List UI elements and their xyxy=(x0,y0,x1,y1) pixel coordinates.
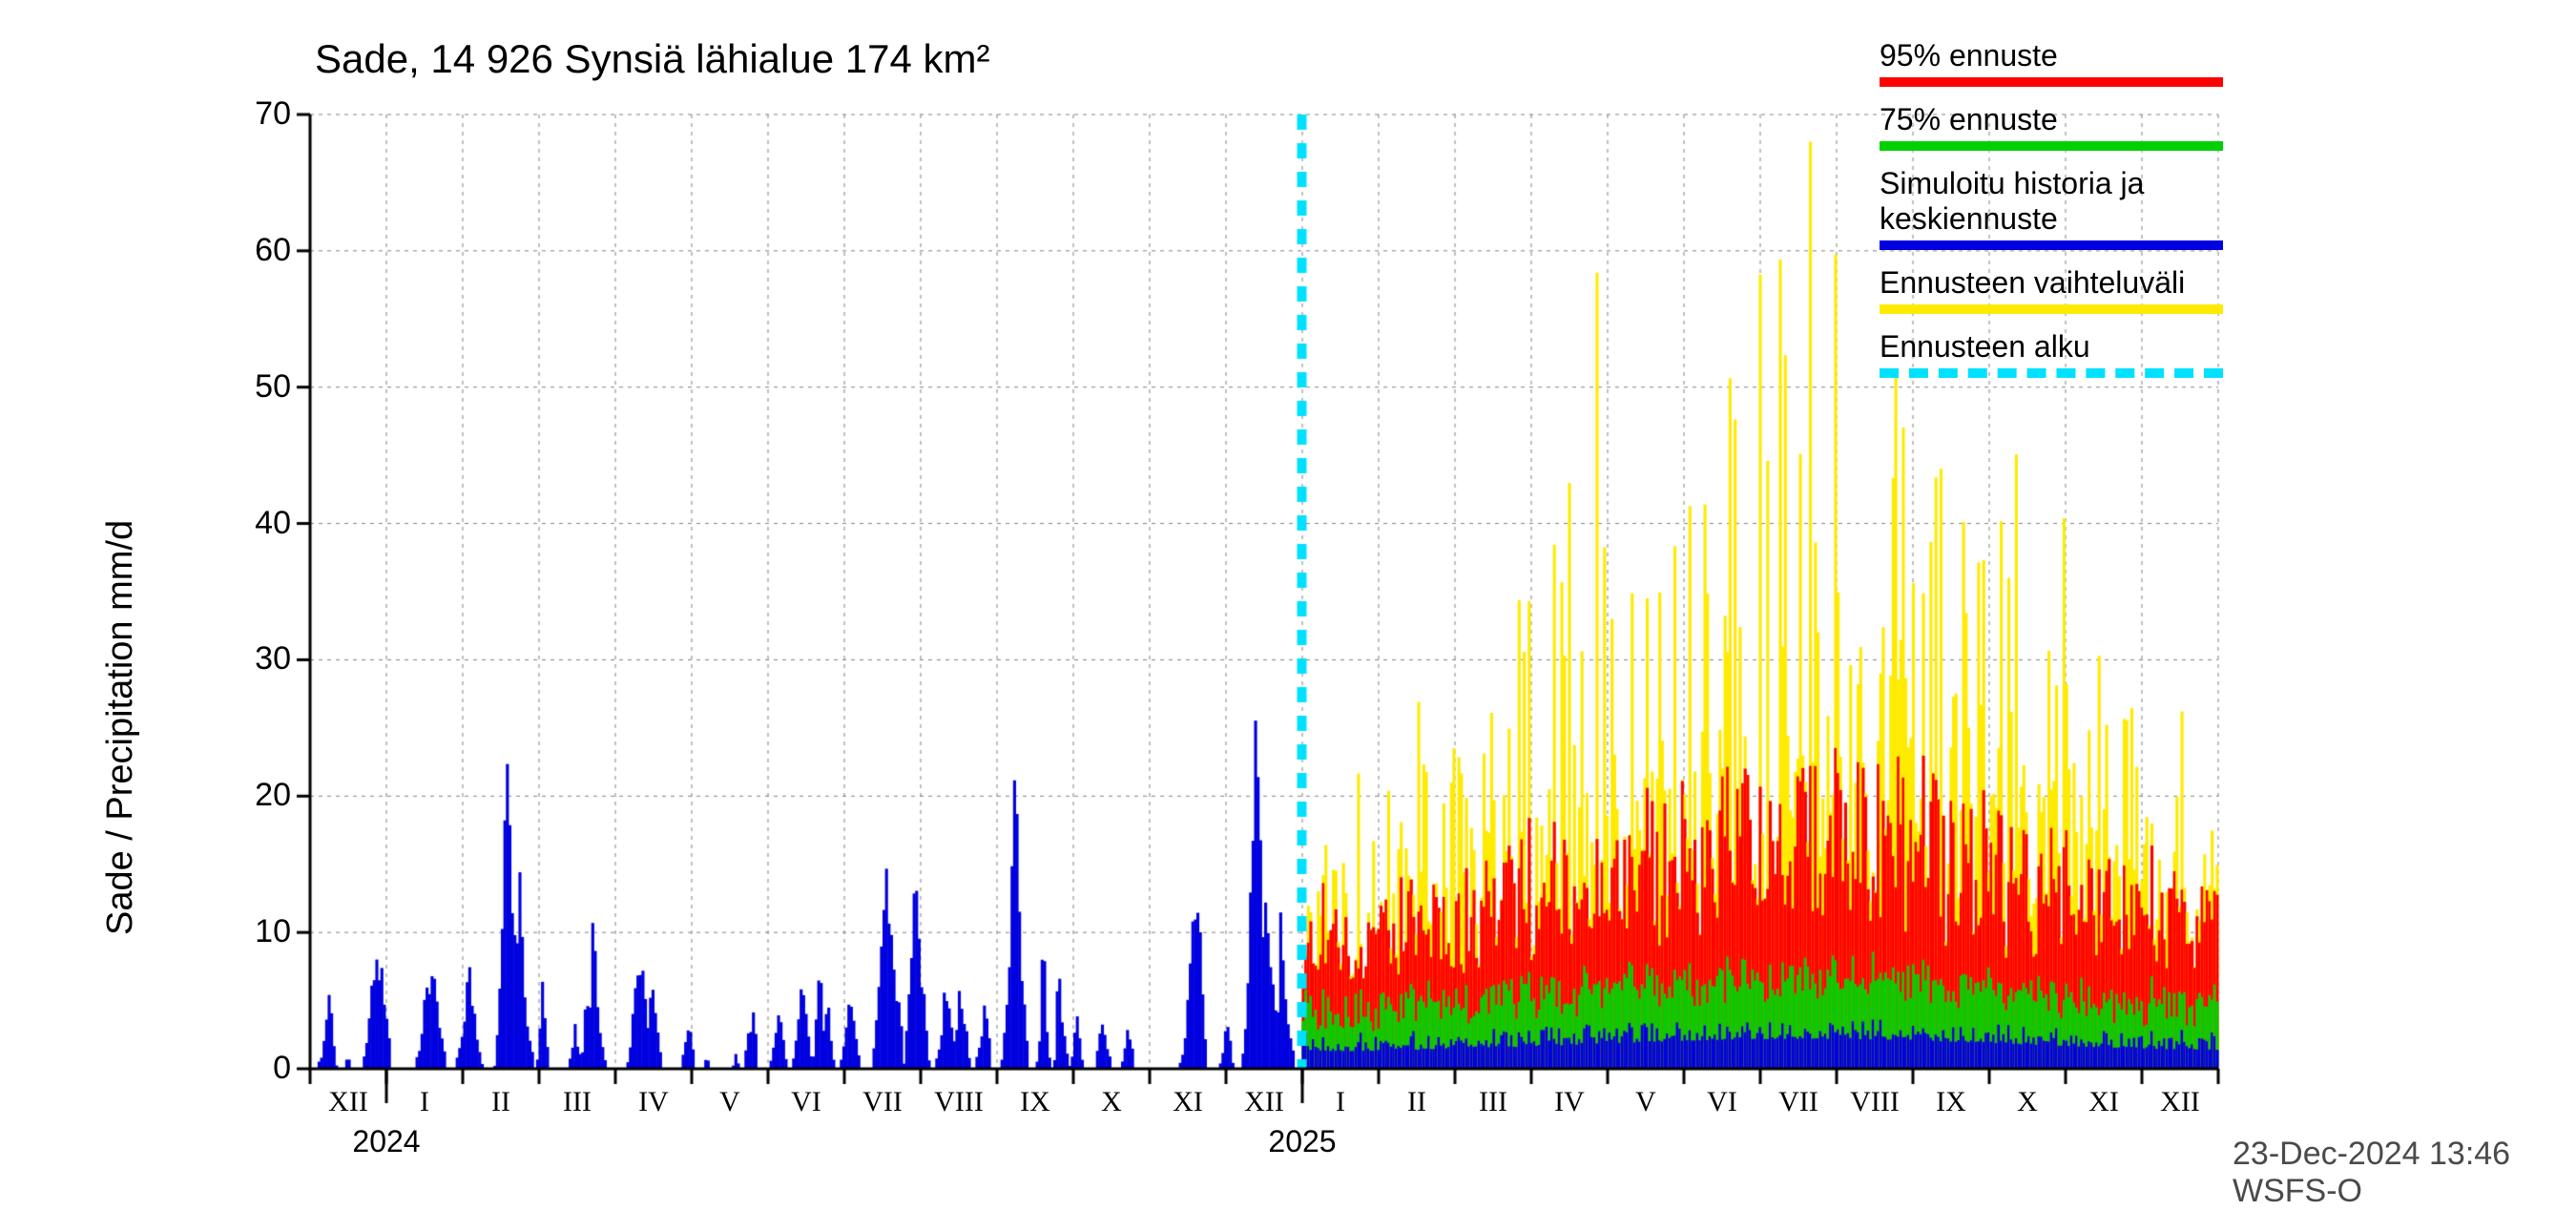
legend-swatch xyxy=(1880,77,2223,87)
timestamp-watermark: 23-Dec-2024 13:46 WSFS-O xyxy=(2233,1136,2576,1210)
x-tick-month: VI xyxy=(791,1086,821,1118)
y-tick: 40 xyxy=(243,505,291,542)
legend-label: Simuloitu historia jakeskiennuste xyxy=(1880,166,2223,237)
y-tick: 60 xyxy=(243,232,291,269)
x-tick-month: II xyxy=(491,1086,510,1118)
x-tick-month: I xyxy=(1336,1086,1345,1118)
x-tick-month: IX xyxy=(1020,1086,1050,1118)
y-tick: 10 xyxy=(243,913,291,950)
x-tick-month: XII xyxy=(328,1086,368,1118)
x-tick-month: XI xyxy=(2088,1086,2119,1118)
chart-container: Sade, 14 926 Synsiä lähialue 174 km² Sad… xyxy=(0,0,2576,1145)
x-tick-year: 2024 xyxy=(352,1124,420,1159)
x-tick-month: XII xyxy=(1244,1086,1284,1118)
x-tick-month: X xyxy=(2017,1086,2038,1118)
y-tick: 50 xyxy=(243,368,291,406)
x-tick-month: V xyxy=(719,1086,740,1118)
y-tick: 0 xyxy=(243,1050,291,1087)
x-tick-month: XII xyxy=(2160,1086,2200,1118)
x-tick-month: VII xyxy=(862,1086,903,1118)
legend-swatch xyxy=(1880,141,2223,151)
x-tick-month: II xyxy=(1407,1086,1426,1118)
x-tick-month: IX xyxy=(1936,1086,1966,1118)
legend-swatch xyxy=(1880,304,2223,314)
legend-swatch xyxy=(1880,368,2223,378)
legend-label: 95% ennuste xyxy=(1880,38,2223,73)
y-tick: 30 xyxy=(243,640,291,678)
x-tick-month: VII xyxy=(1778,1086,1818,1118)
x-tick-month: X xyxy=(1101,1086,1122,1118)
x-tick-month: V xyxy=(1635,1086,1656,1118)
legend-label: Ennusteen vaihteluväli xyxy=(1880,265,2223,301)
x-tick-month: I xyxy=(420,1086,429,1118)
legend-swatch xyxy=(1880,240,2223,250)
legend-label: 75% ennuste xyxy=(1880,102,2223,137)
legend: 95% ennuste 75% ennuste Simuloitu historia… xyxy=(1880,38,2223,393)
x-tick-month: VIII xyxy=(1850,1086,1900,1118)
x-tick-month: III xyxy=(1479,1086,1507,1118)
x-tick-month: IV xyxy=(1554,1086,1585,1118)
y-tick: 20 xyxy=(243,777,291,814)
x-tick-month: IV xyxy=(638,1086,669,1118)
x-tick-month: VI xyxy=(1707,1086,1737,1118)
x-tick-month: III xyxy=(563,1086,592,1118)
x-tick-year: 2025 xyxy=(1268,1124,1336,1159)
y-axis-label: Sade / Precipitation mm/d xyxy=(100,520,141,935)
chart-title: Sade, 14 926 Synsiä lähialue 174 km² xyxy=(315,36,989,82)
y-tick: 70 xyxy=(243,95,291,133)
x-tick-month: VIII xyxy=(934,1086,984,1118)
x-tick-month: XI xyxy=(1173,1086,1203,1118)
legend-label: Ennusteen alku xyxy=(1880,329,2223,365)
